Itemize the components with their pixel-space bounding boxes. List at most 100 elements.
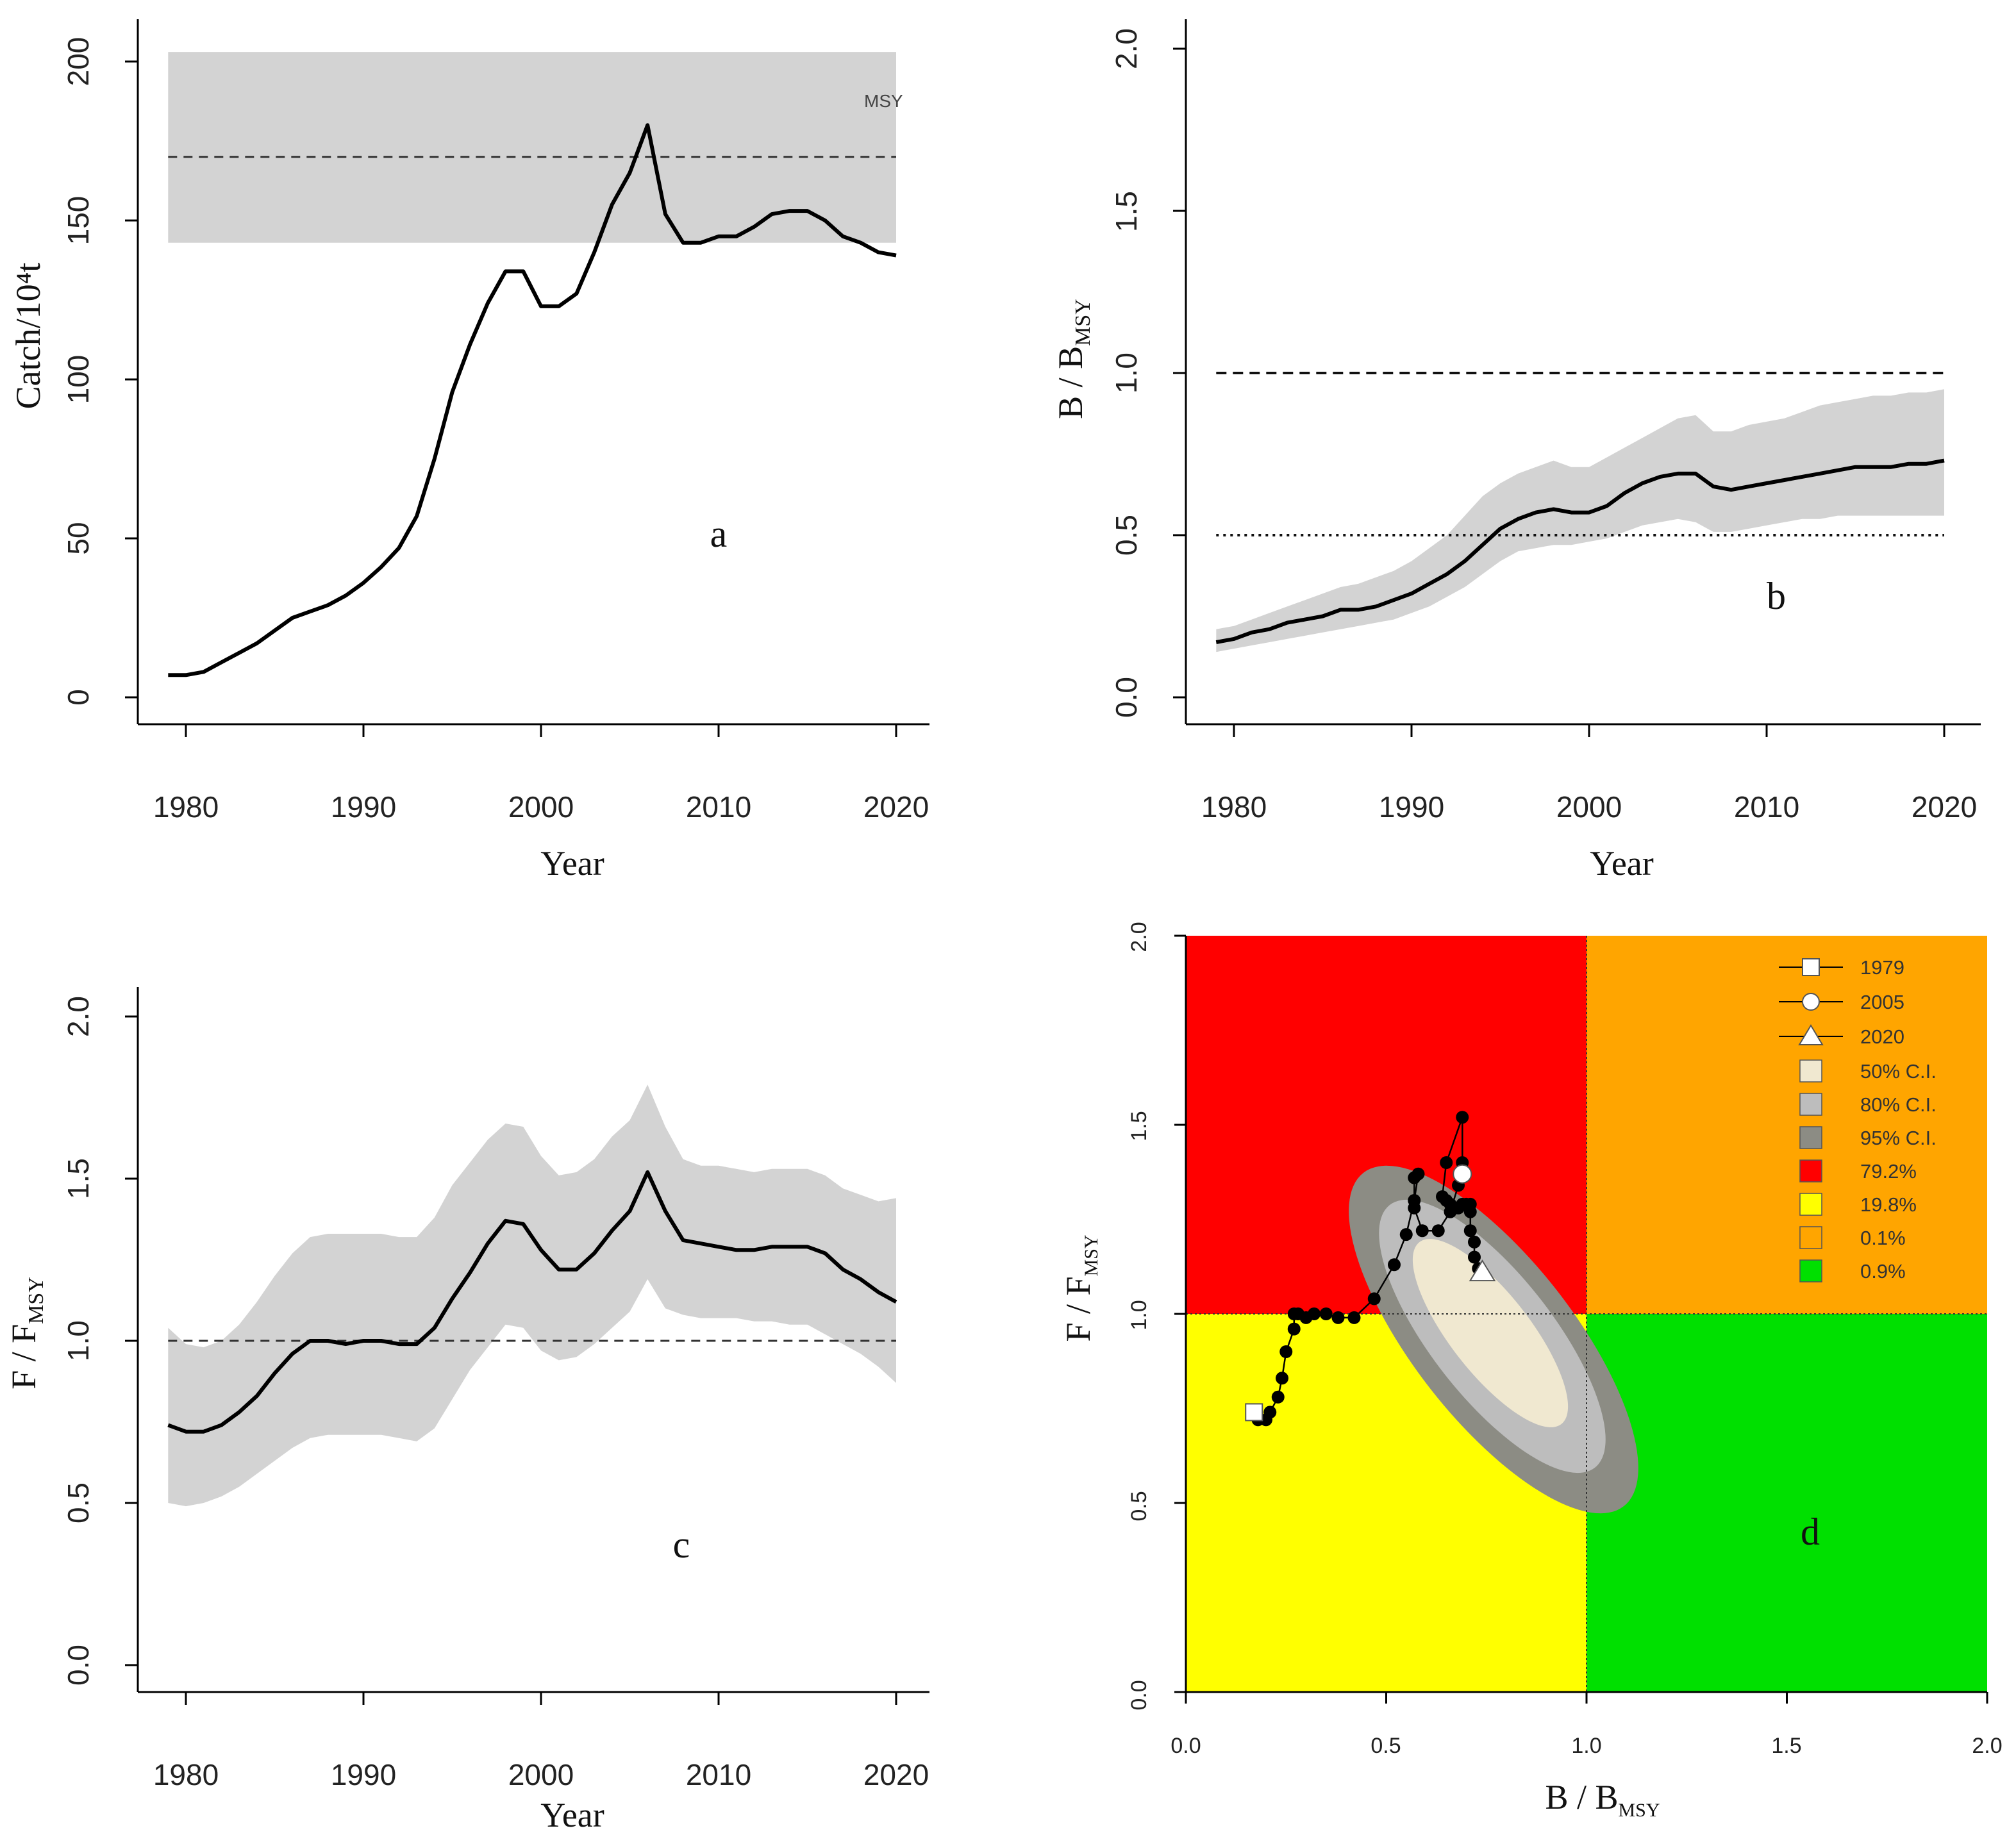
- x-axis-title: Year: [1590, 844, 1654, 883]
- legend-marker-circle: [1802, 993, 1820, 1011]
- x-tick-label: 1980: [153, 790, 219, 824]
- legend-marker-triangle: [1798, 1024, 1824, 1045]
- x-tick-label: 2020: [863, 790, 929, 824]
- x-tick-label: 0.0: [1170, 1734, 1201, 1758]
- x-axis-title: B / BMSY: [1545, 1778, 1660, 1821]
- trajectory-point: [1456, 1111, 1469, 1124]
- y-axis-title: Catch/10⁴t: [9, 263, 47, 410]
- marker-end-triangle: [1469, 1259, 1496, 1282]
- x-tick-label: 1.5: [1771, 1734, 1801, 1758]
- y-tick-label: 1.0: [1110, 353, 1143, 394]
- trajectory-point: [1468, 1235, 1481, 1249]
- legend-label: 2005: [1860, 991, 1904, 1013]
- trajectory-point: [1468, 1250, 1481, 1264]
- y-tick-label: 0.5: [1110, 515, 1143, 556]
- marker-2005-circle: [1453, 1164, 1472, 1184]
- legend-label: 0.9%: [1860, 1260, 1906, 1282]
- legend-label: 80% C.I.: [1860, 1093, 1937, 1116]
- trajectory-points: [1247, 1111, 1485, 1427]
- legend-swatch-ci95: [1799, 1126, 1822, 1149]
- y-ticks: 0.0 0.5 1.0 1.5 2.0: [1127, 922, 1151, 1710]
- x-ticks: 1980 1990 2000 2010 2020: [1201, 790, 1977, 824]
- panel-label-c: c: [673, 1523, 690, 1566]
- x-tick-label: 2010: [1734, 790, 1799, 824]
- panel-label-b: b: [1767, 575, 1786, 617]
- x-tick-label: 1990: [331, 1758, 396, 1791]
- panel-b: 1980 1990 2000 2010 2020 0.0 0.5 1.0 1.5…: [1051, 19, 1981, 883]
- x-tick-label: 1980: [153, 1758, 219, 1791]
- legend-swatch-yellow: [1799, 1193, 1822, 1216]
- y-tick-label: 50: [62, 522, 95, 554]
- legend-label: 95% C.I.: [1860, 1127, 1937, 1149]
- x-ticks: 1980 1990 2000 2010 2020: [153, 1758, 929, 1791]
- x-tick-label: 1.0: [1571, 1734, 1601, 1758]
- x-tick-label: 2.0: [1972, 1734, 2002, 1758]
- y-tick-label: 0.0: [1110, 677, 1143, 718]
- trajectory-point: [1399, 1228, 1413, 1241]
- legend-swatch-ci50: [1799, 1059, 1822, 1083]
- biomass-ci-band: [1216, 389, 1944, 652]
- panel-d: 0.0 0.5 1.0 1.5 2.0 0.0 0.5 1.0 1.5 2.0 …: [1059, 922, 2003, 1821]
- legend-marker-square: [1802, 958, 1820, 976]
- panel-label-d: d: [1801, 1511, 1820, 1553]
- y-tick-label: 1.0: [62, 1320, 95, 1361]
- trajectory-point: [1279, 1345, 1293, 1358]
- y-tick-label: 1.5: [62, 1158, 95, 1199]
- x-tick-label: 1990: [331, 790, 396, 824]
- trajectory-point: [1319, 1307, 1333, 1320]
- x-ticks: 0.0 0.5 1.0 1.5 2.0: [1170, 1734, 2002, 1758]
- trajectory-point: [1463, 1205, 1477, 1218]
- legend-label: 2020: [1860, 1025, 1904, 1048]
- quadrant-healthy: [1587, 1314, 1987, 1692]
- legend-label: 19.8%: [1860, 1193, 1917, 1216]
- marker-start-square: [1245, 1403, 1263, 1422]
- y-ticks: 0.0 0.5 1.0 1.5 2.0: [1110, 28, 1143, 718]
- msy-annotation: MSY: [864, 91, 903, 111]
- trajectory-point: [1308, 1307, 1320, 1320]
- x-tick-label: 1980: [1201, 790, 1267, 824]
- fishing-mortality-series-line: [167, 1170, 897, 1434]
- fishing-mortality-ci-band: [168, 1084, 896, 1507]
- y-axis-title: F / FMSY: [4, 1277, 48, 1390]
- x-tick-label: 2000: [1556, 790, 1622, 824]
- catch-series-line: [168, 123, 897, 677]
- trajectory-point: [1408, 1201, 1421, 1215]
- y-tick-label: 2.0: [1127, 922, 1151, 952]
- msy-band: [168, 52, 896, 243]
- y-tick-label: 100: [62, 355, 95, 404]
- quadrant-overfishing-only: [1587, 936, 1987, 1314]
- x-tick-label: 0.5: [1370, 1734, 1401, 1758]
- x-tick-label: 2020: [863, 1758, 929, 1791]
- x-tick-label: 2000: [508, 1758, 574, 1791]
- trajectory-point: [1271, 1390, 1285, 1404]
- x-ticks: 1980 1990 2000 2010 2020: [153, 790, 929, 824]
- y-tick-label: 1.5: [1110, 191, 1143, 232]
- y-tick-label: 0.5: [62, 1482, 95, 1523]
- x-axis-title: Year: [540, 844, 604, 883]
- legend-swatch-red: [1799, 1159, 1822, 1182]
- y-tick-label: 200: [62, 37, 95, 87]
- trajectory-point: [1415, 1224, 1429, 1238]
- y-tick-label: 0.0: [62, 1645, 95, 1686]
- panel-a: MSY 1980 1990 2000 2010 2020 0 50 100 15…: [9, 19, 929, 883]
- trajectory-point: [1408, 1171, 1421, 1184]
- legend-label: 1979: [1860, 956, 1904, 979]
- y-tick-label: 1.0: [1127, 1300, 1151, 1330]
- trajectory-point: [1440, 1156, 1453, 1169]
- trajectory-point: [1388, 1258, 1401, 1272]
- y-tick-label: 2.0: [1110, 28, 1143, 69]
- y-tick-label: 150: [62, 196, 95, 245]
- legend-label: 79.2%: [1860, 1160, 1917, 1182]
- x-tick-label: 2010: [686, 790, 751, 824]
- y-tick-label: 0: [62, 689, 95, 706]
- legend: 1979 2005 2020 50% C.I. 80% C.I. 95% C.I…: [1779, 956, 1937, 1282]
- trajectory-point: [1431, 1224, 1445, 1238]
- x-tick-label: 1990: [1379, 790, 1444, 824]
- ci-50-region: [1412, 1239, 1569, 1427]
- trajectory-point: [1347, 1311, 1361, 1324]
- biomass-series-line: [1215, 458, 1945, 644]
- legend-label: 0.1%: [1860, 1227, 1906, 1249]
- y-tick-label: 1.5: [1127, 1111, 1151, 1141]
- y-ticks: 0 50 100 150 200: [62, 37, 95, 706]
